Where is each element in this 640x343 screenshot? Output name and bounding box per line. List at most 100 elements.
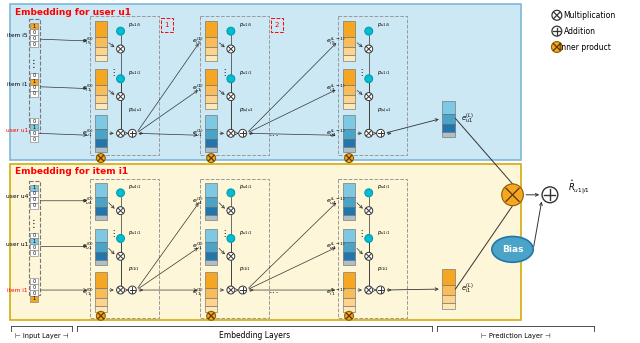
Text: 0: 0 xyxy=(32,85,35,90)
Bar xyxy=(343,243,355,252)
Bar xyxy=(205,306,217,312)
Bar xyxy=(95,47,107,55)
Circle shape xyxy=(365,235,372,243)
Text: ⋮: ⋮ xyxy=(29,218,39,228)
Bar xyxy=(95,21,107,37)
Text: $p_{i1i1}$: $p_{i1i1}$ xyxy=(239,265,250,273)
Circle shape xyxy=(227,75,235,83)
Text: $p_{u1i1}$: $p_{u1i1}$ xyxy=(129,69,141,77)
Bar xyxy=(205,207,217,215)
Bar xyxy=(205,21,217,37)
Text: 0: 0 xyxy=(32,119,35,124)
Text: $p_{i1i1}$: $p_{i1i1}$ xyxy=(129,265,140,273)
Text: $e_{i5}^{(0)}$: $e_{i5}^{(0)}$ xyxy=(82,35,94,47)
Text: $p_{u1i1}$: $p_{u1i1}$ xyxy=(239,69,252,77)
Bar xyxy=(30,290,38,296)
Bar xyxy=(200,16,269,155)
Bar xyxy=(205,272,217,288)
Bar xyxy=(30,130,38,136)
Circle shape xyxy=(116,189,125,197)
Text: user u4: user u4 xyxy=(6,194,28,199)
Text: Addition: Addition xyxy=(563,27,595,36)
Bar xyxy=(205,37,217,47)
Circle shape xyxy=(116,235,125,243)
Bar xyxy=(30,203,38,209)
Text: $e_{i5}^{(L-1)}$: $e_{i5}^{(L-1)}$ xyxy=(326,35,346,47)
Bar xyxy=(200,179,269,318)
Text: 1: 1 xyxy=(32,125,35,130)
Circle shape xyxy=(227,27,235,35)
Text: $p_{u1i5}$: $p_{u1i5}$ xyxy=(376,21,390,29)
Bar xyxy=(343,197,355,207)
Text: user u1: user u1 xyxy=(6,128,28,133)
Bar xyxy=(30,233,38,238)
Text: 1: 1 xyxy=(32,79,35,84)
Bar xyxy=(205,69,217,85)
Text: $e_{i1}^{(1)}$: $e_{i1}^{(1)}$ xyxy=(193,286,204,298)
Text: $\hat{R}_{u1|i1}$: $\hat{R}_{u1|i1}$ xyxy=(568,178,590,196)
Text: $p_{|u|u1}$: $p_{|u|u1}$ xyxy=(239,107,253,114)
Text: Inner product: Inner product xyxy=(559,43,611,51)
Circle shape xyxy=(365,207,372,215)
Text: ⋮: ⋮ xyxy=(109,68,118,77)
Bar xyxy=(95,228,107,243)
Bar xyxy=(30,23,38,29)
Text: ⋮: ⋮ xyxy=(220,229,228,238)
Circle shape xyxy=(207,154,216,163)
Text: 1: 1 xyxy=(32,296,35,301)
Text: $e_{u1}^{(0)}$: $e_{u1}^{(0)}$ xyxy=(82,241,94,252)
Bar xyxy=(30,296,38,302)
Bar xyxy=(30,79,38,85)
Bar xyxy=(29,19,40,133)
Text: 0: 0 xyxy=(32,73,35,78)
Circle shape xyxy=(207,311,216,320)
Text: $e_{i1}^{(L)}$: $e_{i1}^{(L)}$ xyxy=(461,282,474,296)
Circle shape xyxy=(116,129,125,137)
Bar xyxy=(442,295,456,303)
Text: 0: 0 xyxy=(32,197,35,202)
Bar xyxy=(95,95,107,103)
Text: 0: 0 xyxy=(32,251,35,256)
Bar xyxy=(343,21,355,37)
Text: Bias: Bias xyxy=(502,245,524,254)
Bar xyxy=(343,228,355,243)
Bar xyxy=(205,55,217,61)
Text: $p_{u4i1}$: $p_{u4i1}$ xyxy=(239,183,252,191)
Text: $e_{i5}^{(1)}$: $e_{i5}^{(1)}$ xyxy=(193,35,204,47)
Bar xyxy=(95,272,107,288)
Bar xyxy=(95,85,107,95)
Bar xyxy=(95,243,107,252)
Circle shape xyxy=(365,45,372,53)
Text: ⋮: ⋮ xyxy=(109,229,118,238)
Bar xyxy=(30,41,38,47)
Bar xyxy=(343,147,355,152)
Text: Embedding Layers: Embedding Layers xyxy=(219,331,290,340)
Bar xyxy=(343,252,355,260)
Text: $p_{u1i1}$: $p_{u1i1}$ xyxy=(239,228,252,237)
Bar xyxy=(205,215,217,220)
Bar xyxy=(343,215,355,220)
Bar xyxy=(95,147,107,152)
Text: $e_{u1}^{(1)}$: $e_{u1}^{(1)}$ xyxy=(193,128,204,139)
Text: ⋮: ⋮ xyxy=(29,59,39,69)
Bar xyxy=(10,4,522,160)
Circle shape xyxy=(227,252,235,260)
Text: 0: 0 xyxy=(32,29,35,35)
Bar xyxy=(30,191,38,197)
Circle shape xyxy=(116,27,125,35)
Text: 0: 0 xyxy=(32,42,35,47)
Bar xyxy=(95,260,107,265)
Bar xyxy=(205,47,217,55)
Text: $p_{u1i1}$: $p_{u1i1}$ xyxy=(129,228,141,237)
Text: $e_{u1}^{(L-1)}$: $e_{u1}^{(L-1)}$ xyxy=(326,128,346,139)
Circle shape xyxy=(552,26,562,36)
Bar xyxy=(205,95,217,103)
Bar xyxy=(343,183,355,197)
Bar xyxy=(442,285,456,295)
Text: 0: 0 xyxy=(32,131,35,136)
Circle shape xyxy=(552,10,562,20)
Bar xyxy=(95,215,107,220)
Circle shape xyxy=(552,42,563,52)
Bar xyxy=(205,288,217,298)
Text: Embedding for user u1: Embedding for user u1 xyxy=(15,8,131,17)
